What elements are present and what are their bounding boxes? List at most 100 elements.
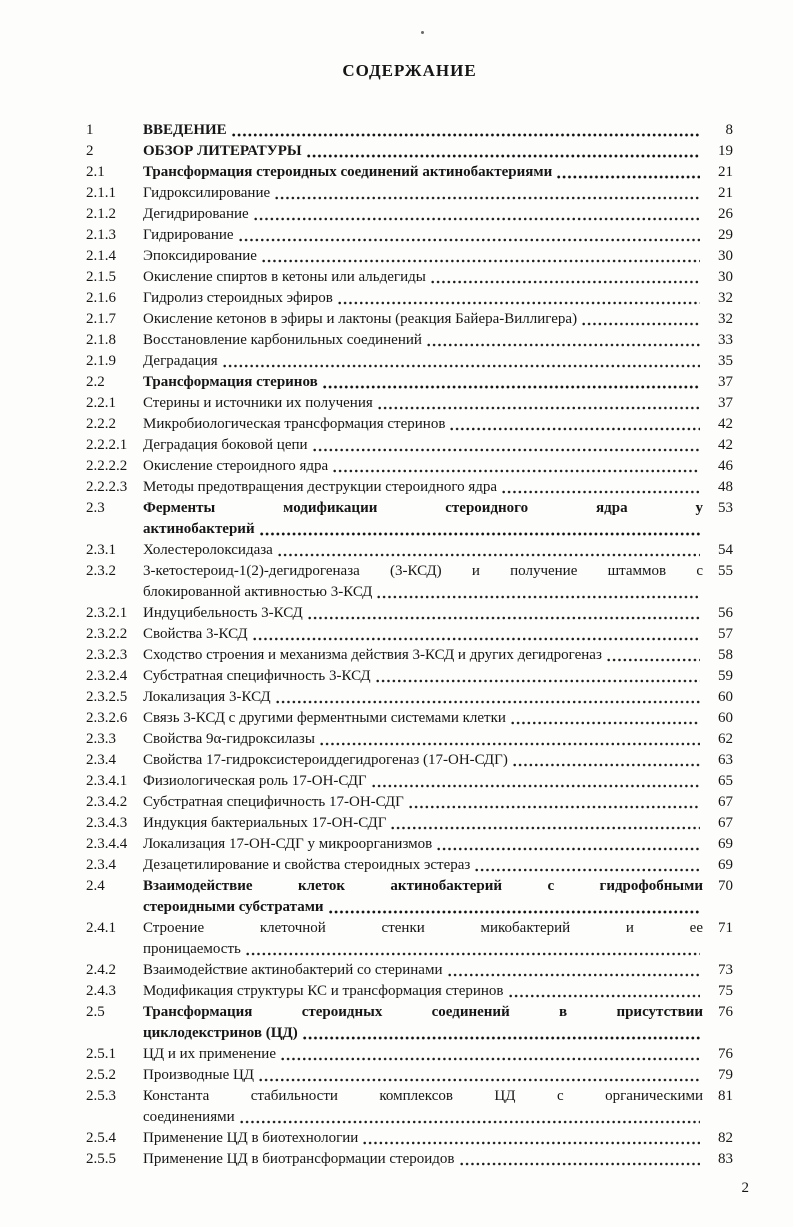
- toc-entry-text: Субстратная специфичность 3-КСД: [143, 666, 703, 687]
- dot-leader: [449, 414, 700, 435]
- toc-entry-page: 37: [718, 374, 733, 390]
- toc-entry-text: Локализация 3-КСД: [143, 687, 703, 708]
- toc-row: 2.1.9 Деградация 35: [0, 351, 793, 372]
- toc-entry-number: 2.3.4.1: [86, 773, 128, 789]
- toc-entry-page: 42: [718, 416, 733, 432]
- toc-entry-text: Свойства 3-КСД: [143, 624, 703, 645]
- dot-leader: [221, 351, 700, 372]
- toc-entry-page: 54: [718, 542, 733, 558]
- toc-entry-number: 2: [86, 143, 94, 159]
- toc-entry-line2: стероидными субстратами: [143, 897, 703, 918]
- toc-entry-page: 58: [718, 647, 733, 663]
- toc-entry-title: Стерины и источники их получения: [143, 395, 373, 411]
- toc-rows: 1 ВВЕДЕНИЕ 8 2 ОБЗОР ЛИТЕРАТУРЫ 19 2.1 Трансфор…: [0, 120, 793, 1170]
- dot-leader: [446, 960, 700, 981]
- toc-entry-page: 73: [718, 962, 733, 978]
- toc-entry-page: 8: [725, 122, 734, 138]
- toc-row: 1 ВВЕДЕНИЕ 8: [0, 120, 793, 141]
- toc-entry-title: Взаимодействие актинобактерий со стерина…: [143, 962, 443, 978]
- toc-entry-number: 2.5: [86, 1004, 105, 1020]
- toc-row: 2.2.2 Микробиологическая трансформация ст…: [0, 414, 793, 435]
- toc-entry-title: Применение ЦД в биотрансформации стероид…: [143, 1151, 455, 1167]
- toc-entry-text: Сходство строения и механизма действия 3…: [143, 645, 703, 666]
- toc-entry-text: Окисление спиртов в кетоны или альдегиды: [143, 267, 703, 288]
- toc-entry-text: Применение ЦД в биотехнологии: [143, 1128, 703, 1149]
- toc-entry-text: Стерины и источники их получения: [143, 393, 703, 414]
- toc-entry-text: Применение ЦД в биотрансформации стероид…: [143, 1149, 703, 1170]
- toc-entry-text: Окисление стероидного ядра: [143, 456, 703, 477]
- toc-entry-page: 30: [718, 248, 733, 264]
- toc-entry-text: Трансформация стероидных соединений акти…: [143, 162, 703, 183]
- toc-entry-number: 2.4: [86, 878, 105, 894]
- toc-entry-text: Окисление кетонов в эфиры и лактоны (реа…: [143, 309, 703, 330]
- dot-leader: [362, 1128, 700, 1149]
- toc-entry-title: Свойства 9α-гидроксилазы: [143, 731, 315, 747]
- dot-leader: [374, 666, 700, 687]
- toc-entry-number: 2.5.4: [86, 1130, 116, 1146]
- dot-leader: [276, 540, 700, 561]
- dot-leader: [311, 435, 700, 456]
- toc-entry-text: Взаимодействие клеток актинобактерий с г…: [143, 876, 703, 918]
- toc-entry-page: 75: [718, 983, 733, 999]
- toc-row: 2.3.3 Свойства 9α-гидроксилазы 62: [0, 729, 793, 750]
- dot-leader: [274, 687, 700, 708]
- toc-entry-line1: Константа стабильности комплексов ЦД с о…: [143, 1088, 703, 1104]
- toc-entry-page: 83: [718, 1151, 733, 1167]
- toc-entry-text: Связь 3-КСД с другими ферментными систем…: [143, 708, 703, 729]
- toc-entry-number: 2.4.1: [86, 920, 116, 936]
- toc-row: 2.4 Взаимодействие клеток актинобактерий …: [0, 876, 793, 918]
- toc-entry-number: 2.1.5: [86, 269, 116, 285]
- toc-row: 2.3.1 Холестеролоксидаза 54: [0, 540, 793, 561]
- toc-row: 2.1.4 Эпоксидирование 30: [0, 246, 793, 267]
- toc-entry-number: 2.3.1: [86, 542, 116, 558]
- toc-entry-title: Субстратная специфичность 17-ОН-СДГ: [143, 794, 404, 810]
- toc-entry-title: ОБЗОР ЛИТЕРАТУРЫ: [143, 143, 302, 159]
- dot-leader: [376, 582, 700, 603]
- toc-entry-title: Применение ЦД в биотехнологии: [143, 1130, 359, 1146]
- dot-leader: [305, 141, 700, 162]
- dot-leader: [376, 393, 700, 414]
- toc-entry-text: Гидрирование: [143, 225, 703, 246]
- toc-entry-number: 2.3.3: [86, 731, 116, 747]
- toc-entry-text: ОБЗОР ЛИТЕРАТУРЫ: [143, 141, 703, 162]
- toc-row: 2.3.2.3 Сходство строения и механизма дей…: [0, 645, 793, 666]
- toc-entry-page: 79: [718, 1067, 733, 1083]
- toc-entry-line2: циклодекстринов (ЦД): [143, 1023, 703, 1044]
- toc-entry-line2: соединениями: [143, 1107, 703, 1128]
- toc-row: 2.1.3 Гидрирование 29: [0, 225, 793, 246]
- dot-leader: [306, 603, 700, 624]
- toc-entry-text: Трансформация стероидных соединений в пр…: [143, 1002, 703, 1044]
- toc-entry-page: 60: [718, 710, 733, 726]
- dot-leader: [274, 183, 700, 204]
- toc-entry-line2-text: актинобактерий: [143, 521, 255, 537]
- toc-entry-number: 2.5.2: [86, 1067, 116, 1083]
- toc-entry-title: Деградация: [143, 353, 218, 369]
- toc-entry-text: ЦД и их применение: [143, 1044, 703, 1065]
- toc-entry-text: Деградация: [143, 351, 703, 372]
- toc-row: 2.3 Ферменты модификации стероидного ядра…: [0, 498, 793, 540]
- toc-row: 2.3.4 Дезацетилирование и свойства стерои…: [0, 855, 793, 876]
- toc-row: 2.1.1 Гидроксилирование 21: [0, 183, 793, 204]
- dot-leader: [429, 267, 700, 288]
- toc-row: 2.3.2.4 Субстратная специфичность 3-КСД 59: [0, 666, 793, 687]
- toc-entry-number: 2.3.2.5: [86, 689, 128, 705]
- toc-row: 2.3.2.6 Связь 3-КСД с другими ферментными…: [0, 708, 793, 729]
- dot-leader: [605, 645, 700, 666]
- scan-speck: [421, 31, 424, 34]
- toc-entry-text: Свойства 17-гидроксистероиддегидрогеназ …: [143, 750, 703, 771]
- dot-leader: [258, 519, 700, 540]
- toc-entry-text: Локализация 17-ОН-СДГ у микроорганизмов: [143, 834, 703, 855]
- toc-entry-title: Производные ЦД: [143, 1067, 255, 1083]
- toc-entry-page: 32: [718, 290, 733, 306]
- toc-entry-number: 2.1: [86, 164, 105, 180]
- toc-entry-title: Модификация структуры КС и трансформация…: [143, 983, 504, 999]
- toc-row: 2.5.3 Константа стабильности комплексов Ц…: [0, 1086, 793, 1128]
- dot-leader: [301, 1023, 700, 1044]
- toc-entry-page: 53: [718, 500, 733, 516]
- dot-leader: [244, 939, 700, 960]
- toc-row: 2.5.5 Применение ЦД в биотрансформации ст…: [0, 1149, 793, 1170]
- toc-entry-title: ЦД и их применение: [143, 1046, 276, 1062]
- toc-entry-title: Окисление кетонов в эфиры и лактоны (реа…: [143, 311, 578, 327]
- toc-entry-page: 55: [718, 563, 733, 579]
- dot-leader: [336, 288, 700, 309]
